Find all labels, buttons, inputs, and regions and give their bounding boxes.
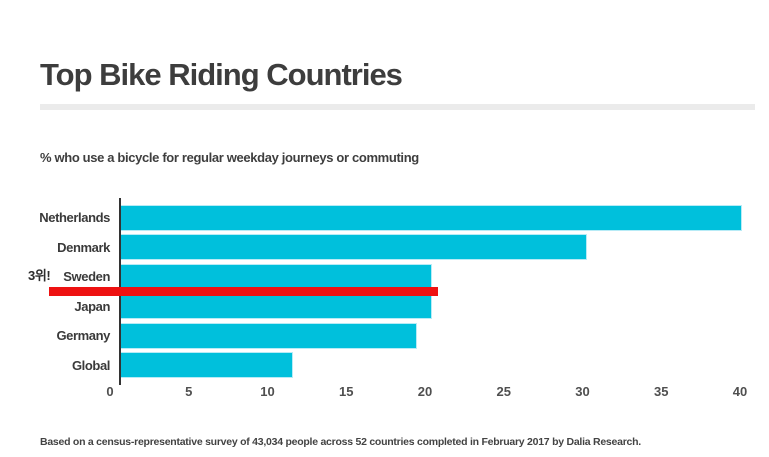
- bar-row: Global: [0, 351, 769, 381]
- bar-japan: [121, 294, 431, 319]
- category-label: Sweden: [63, 269, 110, 285]
- bar-global: [121, 353, 292, 378]
- bar-row: Japan: [0, 292, 769, 322]
- x-tick-label: 15: [339, 384, 354, 399]
- bar-chart: Netherlands Denmark Sweden Japan Germany Glob…: [0, 198, 769, 403]
- bar-germany: [121, 323, 416, 348]
- category-label: Netherlands: [39, 210, 110, 226]
- bar-row: Denmark: [0, 233, 769, 263]
- category-label: Denmark: [57, 239, 110, 255]
- title-divider: [40, 104, 755, 110]
- bar-netherlands: [121, 205, 741, 230]
- x-tick-label: 30: [575, 384, 590, 399]
- bar-denmark: [121, 235, 586, 260]
- x-tick-label: 40: [732, 384, 748, 399]
- x-tick-label: 25: [496, 384, 511, 399]
- bar-rows: Netherlands Denmark Sweden Japan Germany Glob…: [0, 203, 769, 380]
- x-tick-label: 10: [260, 384, 275, 399]
- source-note: Based on a census-representative survey …: [40, 436, 641, 448]
- x-tick-label: 35: [654, 384, 669, 399]
- x-tick-label: 0: [106, 384, 114, 399]
- x-tick-label: 20: [417, 384, 433, 399]
- bar-row: Germany: [0, 321, 769, 351]
- rank-annotation: 3위!: [28, 268, 51, 283]
- bar-sweden: [121, 264, 431, 289]
- rank-underline-red-line: [49, 287, 438, 296]
- category-label: Global: [71, 357, 110, 373]
- x-tick-label: 5: [185, 384, 193, 399]
- category-label: Germany: [56, 328, 110, 344]
- category-label: Japan: [74, 298, 110, 314]
- chart-subtitle: % who use a bicycle for regular weekday …: [40, 150, 419, 165]
- page-title: Top Bike Riding Countries: [40, 57, 403, 92]
- x-axis-ticks: 0 5 10 15 20 25 30 35 40: [0, 384, 769, 402]
- bar-row: Sweden: [0, 262, 769, 292]
- bar-row: Netherlands: [0, 203, 769, 233]
